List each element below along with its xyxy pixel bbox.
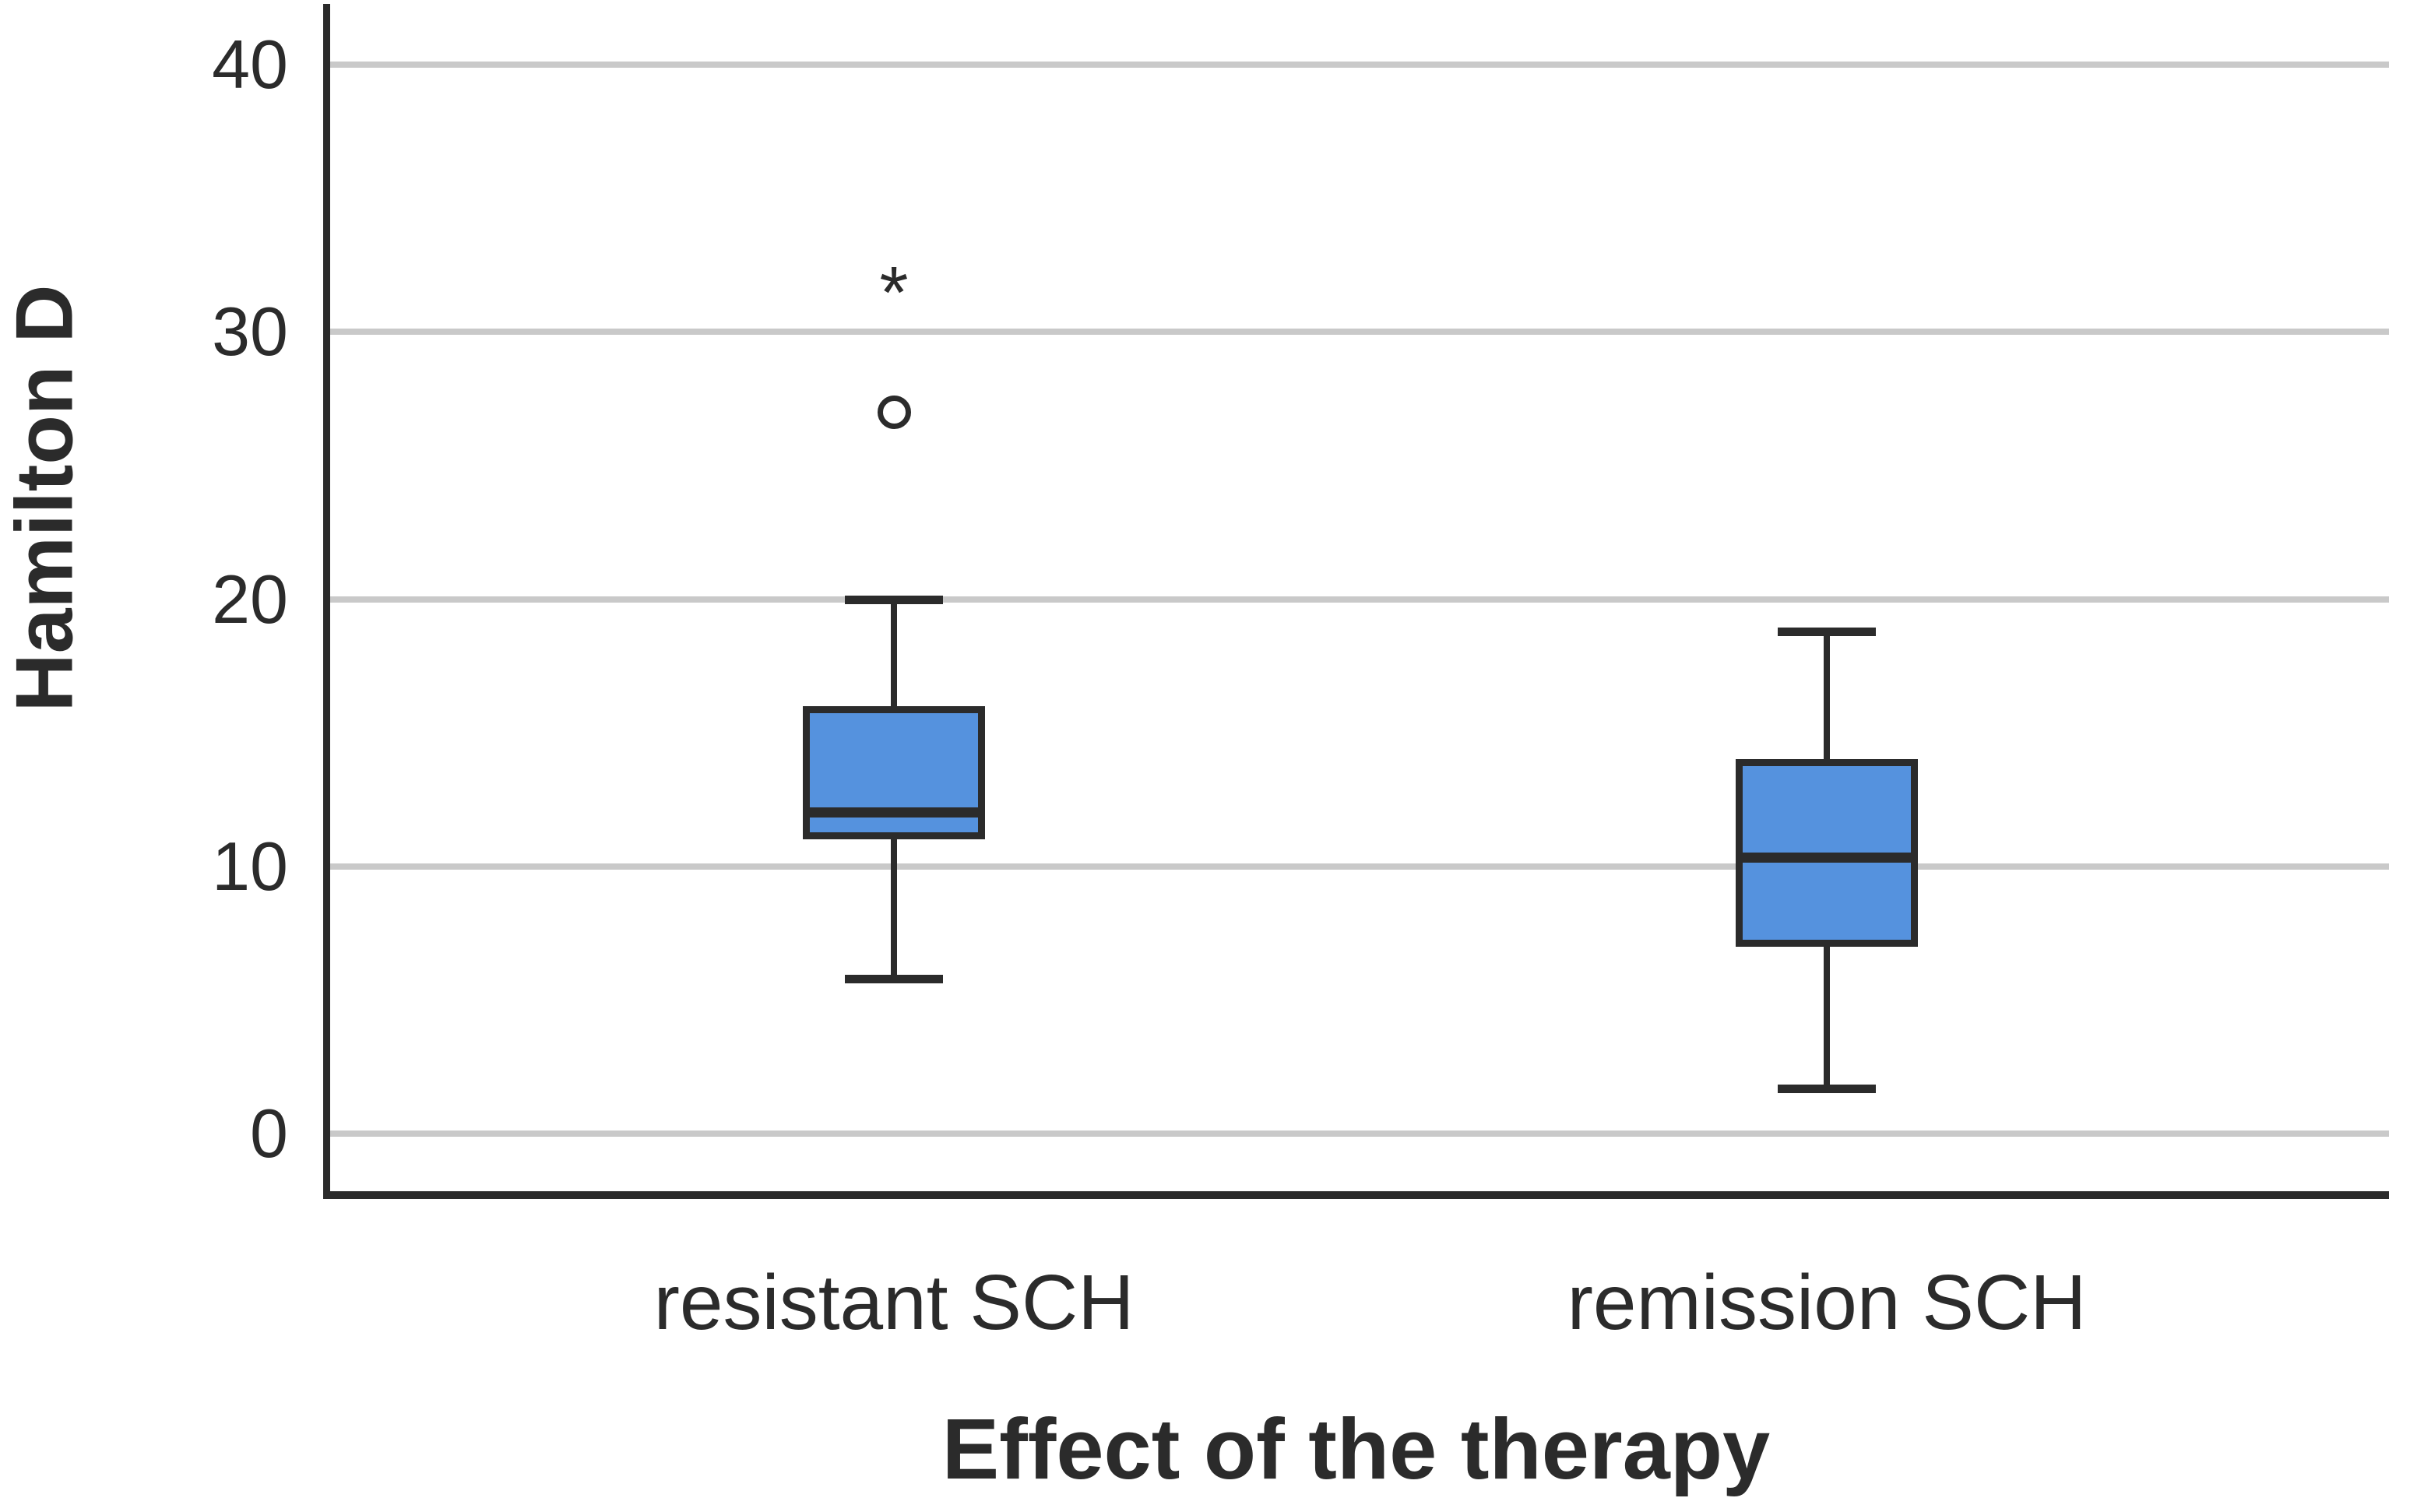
gridline-30 bbox=[330, 329, 2389, 336]
gridline-10 bbox=[330, 863, 2389, 870]
whisker-cap-upper bbox=[1778, 627, 1876, 636]
whisker-line-lower bbox=[891, 839, 897, 979]
whisker-cap-lower bbox=[845, 974, 943, 983]
whisker-line-upper bbox=[891, 599, 897, 706]
y-axis-line bbox=[323, 4, 330, 1198]
x-axis-line bbox=[323, 1191, 2389, 1199]
y-axis-title: Hamilton D bbox=[0, 284, 90, 712]
median-line bbox=[1743, 853, 1911, 863]
whisker-cap-upper bbox=[845, 595, 943, 604]
boxplot-box bbox=[803, 705, 985, 840]
gridline-0 bbox=[330, 1130, 2389, 1137]
y-tick-label-10: 10 bbox=[212, 827, 288, 905]
gridline-20 bbox=[330, 596, 2389, 603]
y-tick-label-40: 40 bbox=[212, 26, 288, 103]
x-category-label-resistant: resistant SCH bbox=[653, 1259, 1135, 1346]
x-category-label-remission: remission SCH bbox=[1567, 1259, 2087, 1346]
y-tick-label-30: 30 bbox=[212, 293, 288, 371]
median-line bbox=[810, 807, 978, 818]
whisker-line-upper bbox=[1824, 631, 1830, 760]
gridline-40 bbox=[330, 62, 2389, 68]
x-axis-title: Effect of the therapy bbox=[941, 1401, 1771, 1497]
outlier-asterisk: * bbox=[879, 251, 909, 334]
whisker-cap-lower bbox=[1778, 1084, 1876, 1093]
whisker-line-lower bbox=[1824, 946, 1830, 1088]
y-tick-label-0: 0 bbox=[250, 1095, 288, 1172]
y-tick-label-20: 20 bbox=[212, 560, 288, 638]
outlier-circle bbox=[878, 396, 911, 430]
